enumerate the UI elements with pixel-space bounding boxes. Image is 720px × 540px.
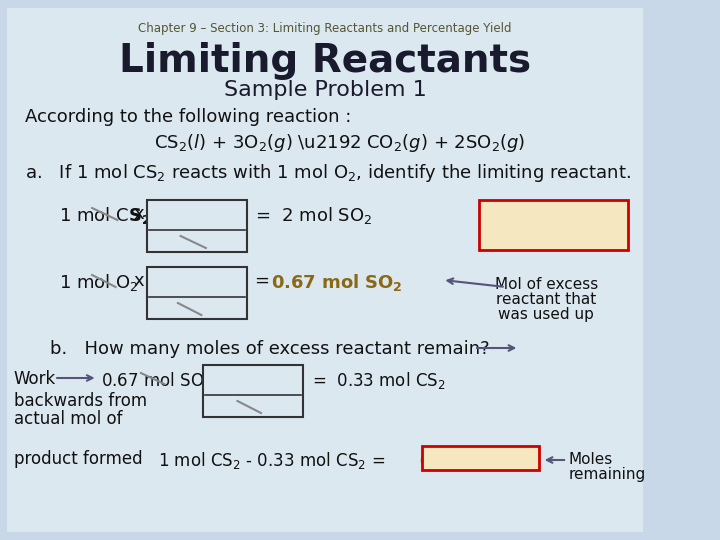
- Text: 2 mol SO$_2$: 2 mol SO$_2$: [152, 206, 236, 227]
- Text: backwards from: backwards from: [14, 392, 147, 410]
- Text: CS$_2$($l$) + 3O$_2$($g$) \u2192 CO$_2$($g$) + 2SO$_2$($g$): CS$_2$($l$) + 3O$_2$($g$) \u2192 CO$_2$(…: [153, 132, 525, 154]
- Text: Chapter 9 – Section 3: Limiting Reactants and Percentage Yield: Chapter 9 – Section 3: Limiting Reactant…: [138, 22, 512, 35]
- Text: reactant that: reactant that: [496, 292, 596, 307]
- Text: actual mol of: actual mol of: [14, 410, 122, 428]
- Text: 2 mol SO$_2$: 2 mol SO$_2$: [152, 273, 236, 294]
- Text: =  2 mol SO$_2$: = 2 mol SO$_2$: [255, 205, 372, 226]
- Text: 2 mol SO$_2$: 2 mol SO$_2$: [207, 397, 292, 418]
- Text: $\bf{0.67\ mol\ SO_2}$: $\bf{0.67\ mol\ SO_2}$: [271, 272, 402, 293]
- Text: b.   How many moles of excess reactant remain?: b. How many moles of excess reactant rem…: [50, 340, 490, 358]
- Text: remaining: remaining: [569, 467, 646, 482]
- Text: Work: Work: [14, 370, 55, 388]
- Bar: [422, 446, 539, 470]
- Text: Limiting: Limiting: [514, 207, 591, 225]
- Text: 0.67 mol SO$_2$ x: 0.67 mol SO$_2$ x: [101, 370, 228, 391]
- Bar: [147, 200, 246, 252]
- Text: a.   If 1 mol CS$_2$ reacts with 1 mol O$_2$, identify the limiting reactant.: a. If 1 mol CS$_2$ reacts with 1 mol O$_…: [25, 162, 631, 184]
- Text: was used up: was used up: [498, 307, 594, 322]
- Text: 1 mol C$\bf{S_2}$: 1 mol C$\bf{S_2}$: [59, 205, 150, 226]
- Text: x: x: [134, 205, 144, 223]
- Text: Limiting Reactants: Limiting Reactants: [119, 42, 531, 80]
- Text: =: =: [255, 272, 281, 290]
- Text: Sample Problem 1: Sample Problem 1: [224, 80, 426, 100]
- Bar: [203, 365, 302, 417]
- Text: 1 mol CS$_2$: 1 mol CS$_2$: [207, 371, 290, 392]
- Bar: [147, 267, 246, 319]
- Text: 3 mol O$_2$: 3 mol O$_2$: [152, 299, 225, 320]
- Text: 1 mol O$_2$: 1 mol O$_2$: [59, 272, 138, 293]
- Text: 1 mol C$\bf{S_2}$: 1 mol C$\bf{S_2}$: [152, 232, 237, 253]
- Text: x: x: [134, 272, 144, 290]
- Bar: [479, 200, 628, 250]
- Text: product formed: product formed: [14, 450, 142, 468]
- Text: $\bf{0.67\ mol\ CS_2}$: $\bf{0.67\ mol\ CS_2}$: [419, 451, 539, 472]
- Text: Mol of excess: Mol of excess: [495, 277, 598, 292]
- Text: Reactant is O$_2$: Reactant is O$_2$: [486, 224, 619, 245]
- Text: According to the following reaction :: According to the following reaction :: [25, 108, 351, 126]
- Text: Moles: Moles: [569, 452, 613, 467]
- Text: 1 mol CS$_2$ - 0.33 mol CS$_2$ =: 1 mol CS$_2$ - 0.33 mol CS$_2$ =: [158, 450, 387, 471]
- Text: =  0.33 mol CS$_2$: = 0.33 mol CS$_2$: [312, 370, 445, 391]
